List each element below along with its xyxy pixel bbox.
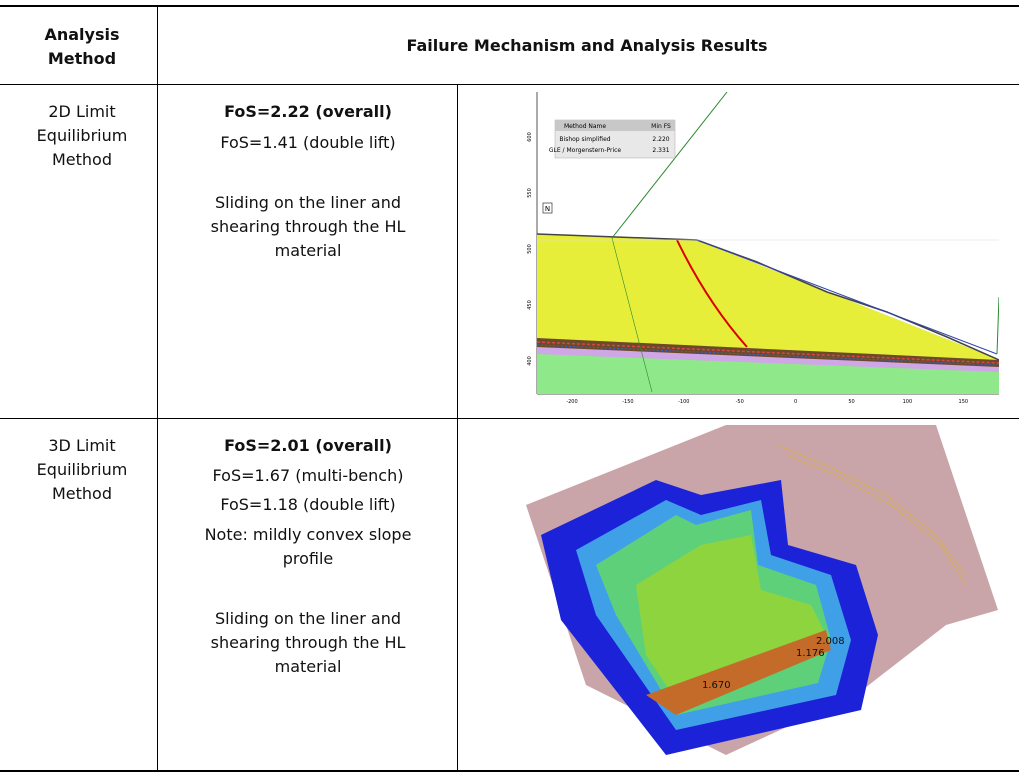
rule <box>0 418 1019 419</box>
y-tick-label: 600 <box>527 132 533 142</box>
fos-label: 2.008 <box>816 636 845 647</box>
y-tick-label: 550 <box>527 188 533 198</box>
rule <box>0 770 1019 772</box>
x-tick-label: -50 <box>736 399 744 405</box>
rule <box>0 84 1019 85</box>
y-tick-label: 500 <box>527 244 533 254</box>
legend-cell: Bishop simplified <box>559 136 610 143</box>
method: 3D Limit Equilibrium Method <box>36 436 128 503</box>
header-cell: Failure Mechanism and Analysis Results <box>406 36 768 55</box>
result: FoS=1.67 (multi-bench) <box>212 466 404 485</box>
mechanism: Sliding on the liner and shearing throug… <box>210 609 406 676</box>
result: Note: mildly convex slope profile <box>204 525 412 568</box>
result: FoS=1.18 (double lift) <box>220 495 396 514</box>
legend-cell: 2.331 <box>652 147 669 154</box>
method: 2D Limit Equilibrium Method <box>36 102 128 169</box>
x-tick-label: 0 <box>794 399 797 405</box>
x-tick-label: 150 <box>959 399 969 405</box>
x-tick-label: 50 <box>848 399 854 405</box>
fos-label: 1.176 <box>796 648 825 659</box>
result: FoS=2.01 (overall) <box>224 436 392 455</box>
y-tick-label: 400 <box>527 356 533 366</box>
fos-label: 1.670 <box>702 680 731 691</box>
x-tick-label: -200 <box>566 399 577 405</box>
result: FoS=2.22 (overall) <box>224 102 392 121</box>
marker-label: N <box>545 205 550 213</box>
y-tick-label: 450 <box>527 300 533 310</box>
legend-cell: 2.220 <box>652 136 669 143</box>
rule <box>157 5 158 771</box>
x-tick-label: 100 <box>903 399 913 405</box>
rule <box>0 5 1019 7</box>
header-cell: Analysis Method <box>44 25 120 68</box>
result: FoS=1.41 (double lift) <box>220 133 396 152</box>
x-tick-label: -100 <box>678 399 689 405</box>
x-tick-label: -150 <box>622 399 633 405</box>
section-figure: Method Name Min FS Bishop simplified 2.220 G… <box>527 92 999 406</box>
legend-cell: GLE / Morgenstern-Price <box>549 147 622 154</box>
legend-header: Min FS <box>651 123 671 130</box>
rule <box>457 84 458 771</box>
legend-header: Method Name <box>564 123 606 130</box>
mechanism: Sliding on the liner and shearing throug… <box>210 193 406 260</box>
